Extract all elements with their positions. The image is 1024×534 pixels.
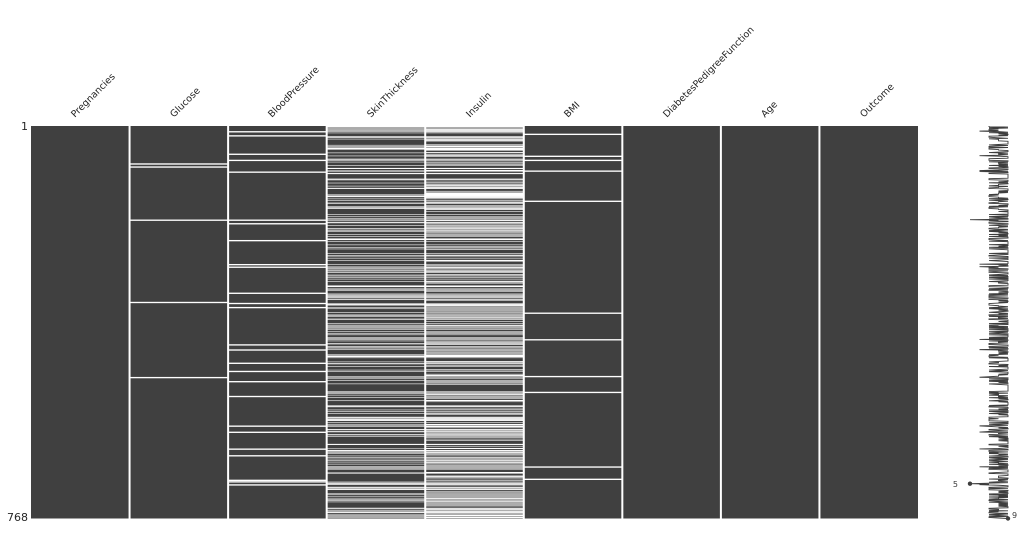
- row-tick-last: 768: [7, 511, 28, 524]
- sparkline-min-label: 5: [952, 480, 958, 489]
- row-tick-first: 1: [21, 120, 28, 133]
- sparkline-max-label: 9: [1012, 511, 1018, 520]
